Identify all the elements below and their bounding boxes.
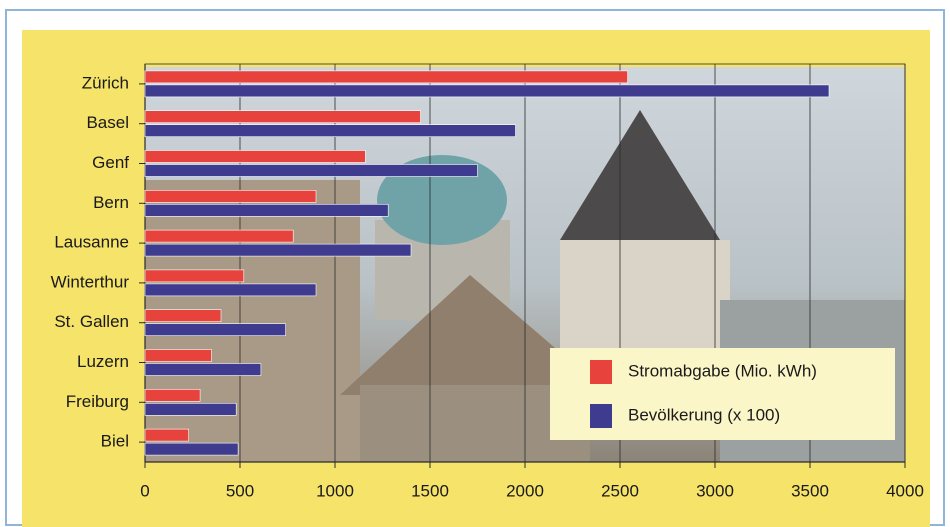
bar (145, 151, 365, 163)
legend-swatch (590, 404, 612, 428)
y-tick-label: St. Gallen (54, 312, 129, 331)
y-tick-label: Luzern (77, 352, 129, 371)
legend-label: Bevölkerung (x 100) (628, 405, 780, 424)
y-tick-label: Winterthur (51, 272, 130, 291)
bar (145, 403, 236, 415)
bar (145, 443, 238, 455)
y-tick-label: Basel (86, 113, 129, 132)
x-tick-label: 4000 (886, 481, 924, 500)
bar (145, 190, 316, 202)
bar (145, 364, 261, 376)
bar (145, 230, 293, 242)
bar (145, 324, 286, 336)
x-tick-label: 1000 (316, 481, 354, 500)
bar (145, 284, 316, 296)
x-tick-label: 3500 (791, 481, 829, 500)
chart: 0 500 1000 1500 2000 2500 3000 3500 4000 Zürich Ba… (0, 0, 950, 527)
y-tick-label: Freiburg (66, 392, 129, 411)
bar (145, 85, 829, 97)
legend-swatch (590, 360, 612, 384)
bar (145, 204, 388, 216)
y-tick-label: Bern (93, 193, 129, 212)
bar (145, 244, 411, 256)
y-tick-label: Biel (101, 432, 129, 451)
bar (145, 125, 516, 137)
y-tick-label: Zürich (82, 73, 129, 92)
x-tick-label: 1500 (411, 481, 449, 500)
bar (145, 165, 478, 177)
bar (145, 350, 212, 362)
y-tick-label: Genf (92, 153, 129, 172)
bar (145, 270, 244, 282)
page: {"chart_data": {"type": "bar", "orientat… (0, 0, 950, 527)
x-tick-label: 2500 (601, 481, 639, 500)
legend: Stromabgabe (Mio. kWh) Bevölkerung (x 100… (550, 348, 895, 440)
bar (145, 111, 421, 123)
bar (145, 71, 628, 83)
y-tick-label: Lausanne (54, 233, 129, 252)
x-tick-label: 3000 (696, 481, 734, 500)
bar (145, 429, 189, 441)
x-tick-label: 2000 (506, 481, 544, 500)
legend-label: Stromabgabe (Mio. kWh) (628, 361, 817, 380)
x-tick-label: 500 (226, 481, 254, 500)
bar (145, 310, 221, 322)
x-tick-label: 0 (140, 481, 149, 500)
bar (145, 389, 200, 401)
